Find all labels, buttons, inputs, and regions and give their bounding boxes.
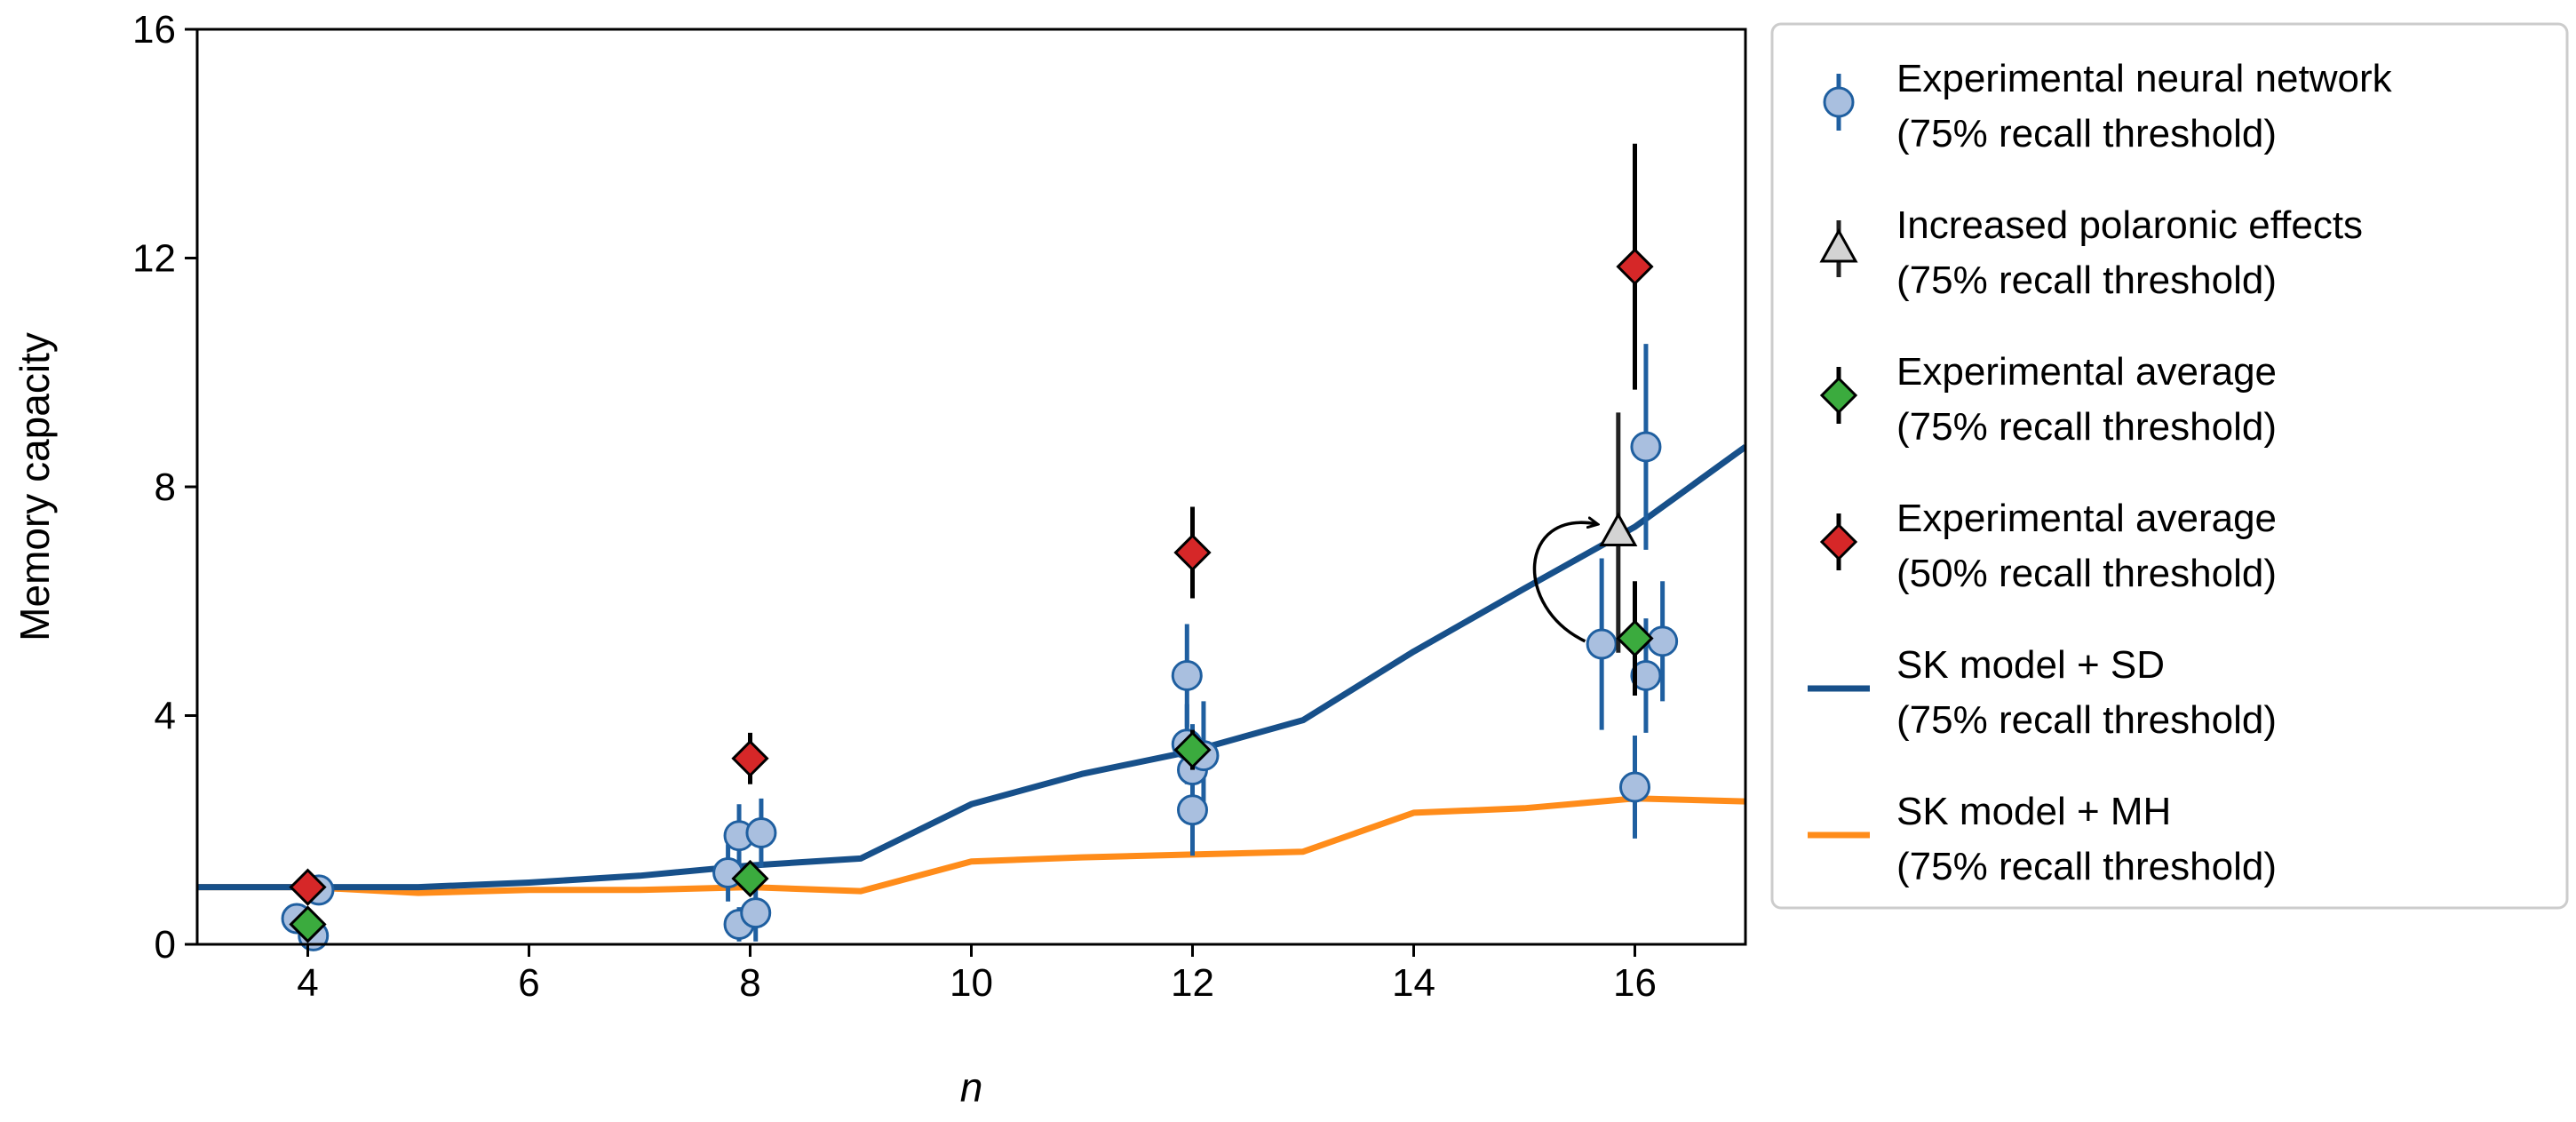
y-tick-label-0: 0 bbox=[155, 923, 176, 967]
data-point-avg50-1 bbox=[731, 739, 769, 777]
legend-label-avg50-line2: (50% recall threshold) bbox=[1896, 552, 2277, 595]
data-point-polaronic-0 bbox=[1599, 512, 1638, 546]
axes-layer: 4 6 8 10 12 14 16 0 4 8 12 16 n Memory capacity bbox=[12, 8, 1747, 1110]
legend-box bbox=[1770, 22, 2569, 910]
data-point-network-9 bbox=[1177, 794, 1208, 826]
legend-item-avg50: Experimental average (50% recall threshol… bbox=[1819, 497, 2277, 595]
legend-label-sd-line1: SK model + SD bbox=[1896, 643, 2165, 687]
legend-label-polaronic-line1: Increased polaronic effects bbox=[1896, 203, 2363, 247]
legend-label-mh-line1: SK model + MH bbox=[1896, 790, 2171, 833]
legend-label-network-line1: Experimental neural network bbox=[1896, 57, 2393, 100]
data-point-avg75-2 bbox=[1173, 731, 1212, 769]
legend-marker-avg75 bbox=[1819, 376, 1858, 415]
legend-item-polaronic: Increased polaronic effects (75% recall t… bbox=[1819, 203, 2363, 302]
data-point-network-12 bbox=[1171, 659, 1203, 691]
x-tick-label-6: 6 bbox=[518, 961, 539, 1005]
legend-item-sd: SK model + SD (75% recall threshold) bbox=[1808, 643, 2277, 742]
legend-marker-polaronic bbox=[1819, 227, 1858, 263]
x-tick-label-16: 16 bbox=[1613, 961, 1657, 1005]
legend-marker-avg50 bbox=[1819, 522, 1858, 561]
data-point-network-13 bbox=[1586, 628, 1618, 660]
series-line-sd bbox=[197, 444, 1745, 891]
legend-label-mh-line2: (75% recall threshold) bbox=[1896, 845, 2277, 888]
legend-label-avg75-line2: (75% recall threshold) bbox=[1896, 405, 2277, 449]
x-tick-label-14: 14 bbox=[1392, 961, 1435, 1005]
x-axis-label: n bbox=[960, 1064, 983, 1110]
data-point-avg75-1 bbox=[731, 859, 769, 898]
data-point-network-16 bbox=[1647, 625, 1679, 657]
data-point-avg75-3 bbox=[1616, 619, 1654, 657]
plot-layer bbox=[197, 143, 1745, 951]
data-point-network-17 bbox=[1619, 771, 1650, 803]
y-tick-label-16: 16 bbox=[132, 8, 176, 52]
legend-label-avg50-line1: Experimental average bbox=[1896, 497, 2277, 540]
x-tick-label-10: 10 bbox=[950, 961, 993, 1005]
data-point-network-14 bbox=[1630, 431, 1662, 463]
x-tick-label-4: 4 bbox=[297, 961, 318, 1005]
series-line-mh bbox=[197, 795, 1745, 896]
x-tick-label-12: 12 bbox=[1171, 961, 1214, 1005]
data-point-network-6 bbox=[745, 816, 777, 848]
data-point-avg50-0 bbox=[289, 868, 327, 906]
legend-item-mh: SK model + MH (75% recall threshold) bbox=[1808, 790, 2277, 888]
data-point-avg75-0 bbox=[289, 905, 327, 943]
y-tick-label-4: 4 bbox=[155, 695, 176, 738]
legend-label-polaronic-line2: (75% recall threshold) bbox=[1896, 259, 2277, 302]
legend-item-network: Experimental neural network (75% recall t… bbox=[1823, 57, 2393, 155]
y-tick-label-12: 12 bbox=[132, 237, 176, 281]
legend-label-avg75-line1: Experimental average bbox=[1896, 350, 2277, 394]
x-tick-label-8: 8 bbox=[739, 961, 760, 1005]
legend-marker-network bbox=[1823, 86, 1855, 118]
annotation-arrow bbox=[1532, 522, 1595, 643]
y-axis-label: Memory capacity bbox=[12, 332, 58, 641]
data-point-network-15 bbox=[1630, 659, 1662, 691]
data-point-avg50-2 bbox=[1173, 533, 1212, 572]
legend-item-avg75: Experimental average (75% recall threshol… bbox=[1819, 350, 2277, 449]
data-point-avg50-3 bbox=[1616, 248, 1654, 286]
y-tick-label-8: 8 bbox=[155, 466, 176, 509]
data-point-network-7 bbox=[740, 897, 772, 929]
legend-label-network-line2: (75% recall threshold) bbox=[1896, 112, 2277, 155]
legend-label-sd-line2: (75% recall threshold) bbox=[1896, 698, 2277, 742]
legend: Experimental neural network (75% recall t… bbox=[1770, 22, 2569, 910]
